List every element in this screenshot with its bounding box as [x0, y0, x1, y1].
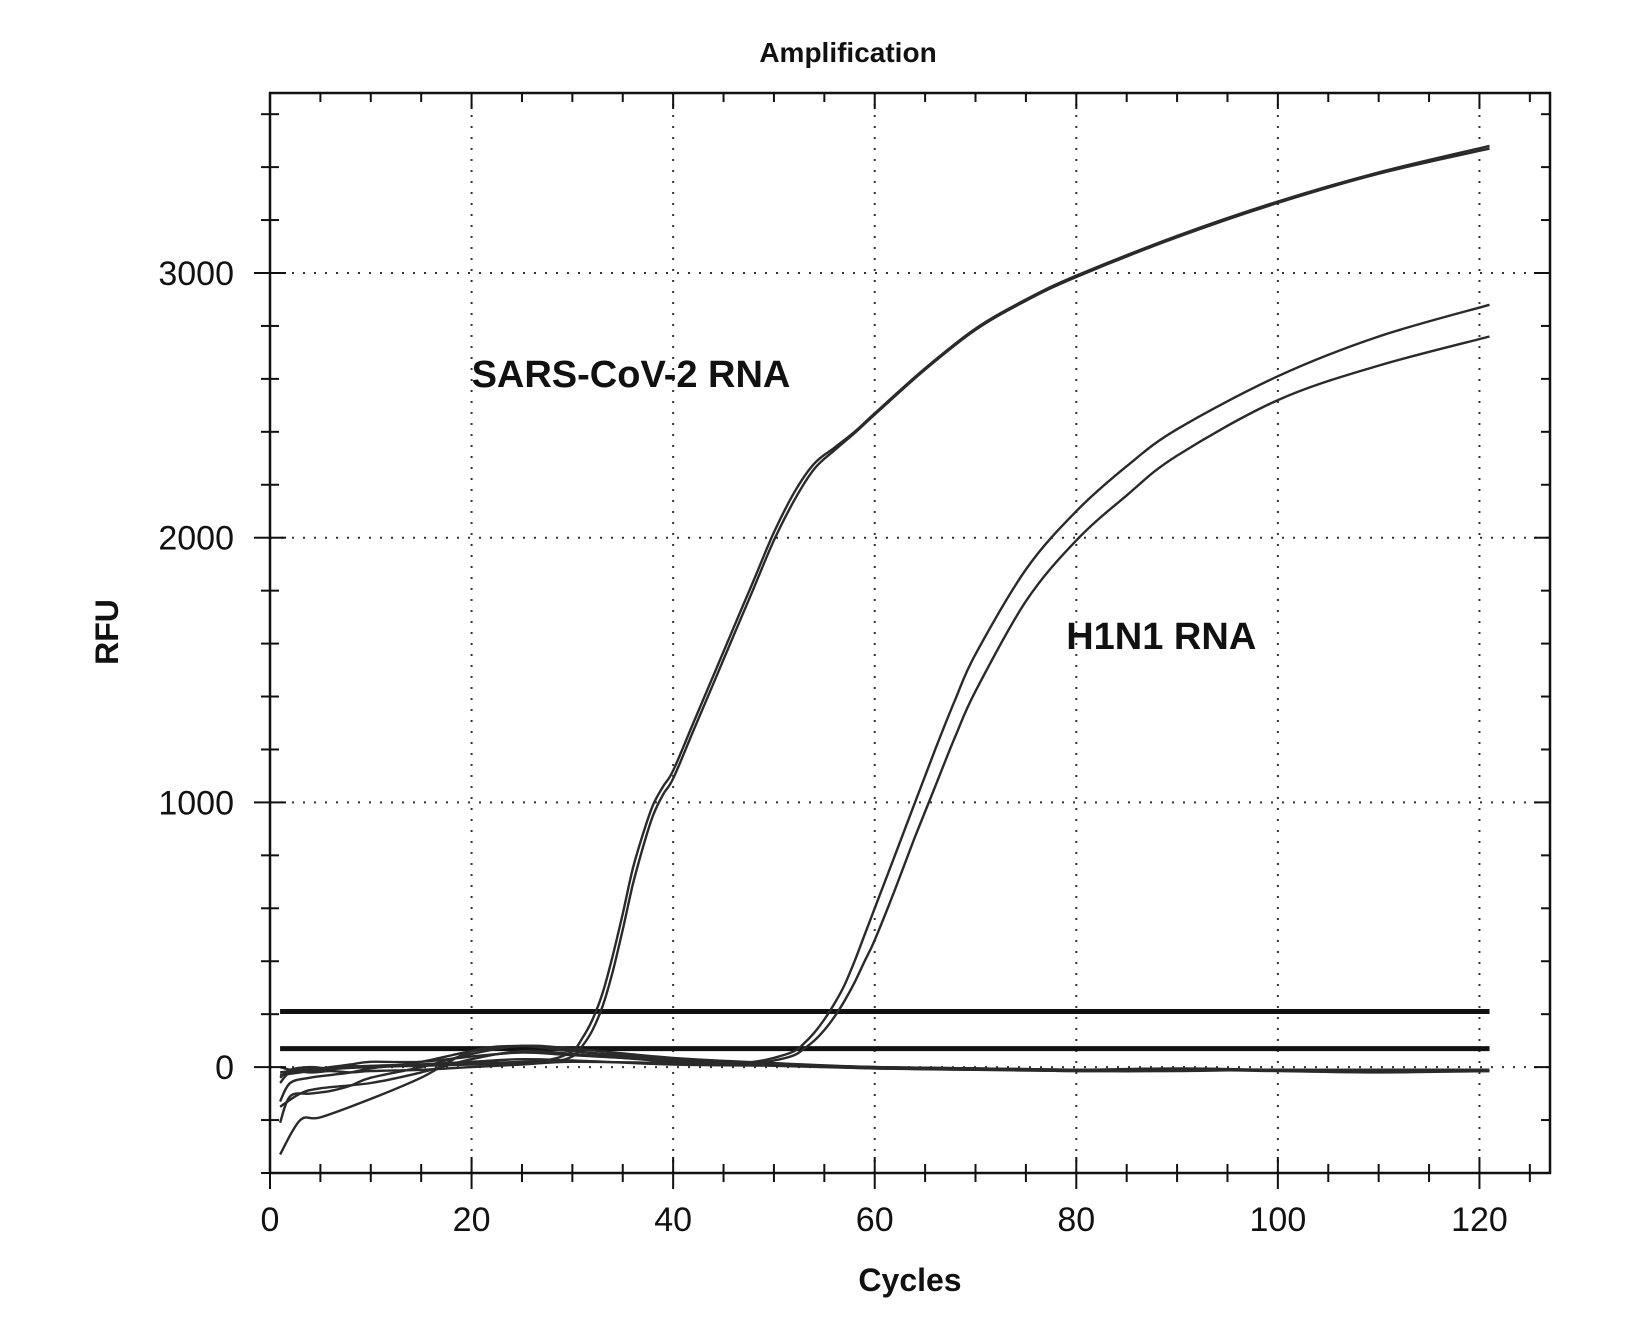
x-tick-label: 0 [261, 1201, 280, 1239]
x-tick-label: 20 [453, 1201, 491, 1239]
x-tick-label: 80 [1057, 1201, 1095, 1239]
y-axis-label: RFU [89, 599, 125, 665]
x-tick-label: 120 [1451, 1201, 1508, 1239]
x-tick-label: 100 [1250, 1201, 1307, 1239]
axis-ticks [254, 93, 1550, 1189]
x-tick-label: 40 [654, 1201, 692, 1239]
annotations: SARS-CoV-2 RNA H1N1 RNA [472, 354, 1257, 658]
y-tick-label: 2000 [158, 520, 234, 558]
amplification-curve-4 [279, 335, 1490, 1156]
tick-labels: 0 20 40 60 80 100 120 0 1000 2000 3000 [158, 255, 1507, 1239]
amplification-curve-1 [279, 144, 1490, 1074]
chart-title: Amplification [759, 37, 936, 68]
plot-frame [268, 91, 1552, 1175]
y-tick-label: 1000 [158, 784, 234, 822]
annotation-label: H1N1 RNA [1066, 616, 1256, 658]
x-axis-label: Cycles [858, 1262, 961, 1298]
amplification-curve-3 [279, 303, 1490, 1108]
y-tick-label: 3000 [158, 255, 234, 293]
amplification-curve-8 [278, 1044, 1490, 1124]
amplification-curve-5 [279, 1044, 1490, 1103]
threshold-lines [280, 1009, 1490, 1052]
amplification-curve-2 [279, 147, 1490, 1077]
y-tick-label: 0 [215, 1049, 234, 1087]
annotation-label: SARS-CoV-2 RNA [472, 354, 791, 396]
amplification-curves [278, 144, 1490, 1156]
x-tick-label: 60 [856, 1201, 894, 1239]
amplification-curve-9 [279, 1060, 1490, 1074]
